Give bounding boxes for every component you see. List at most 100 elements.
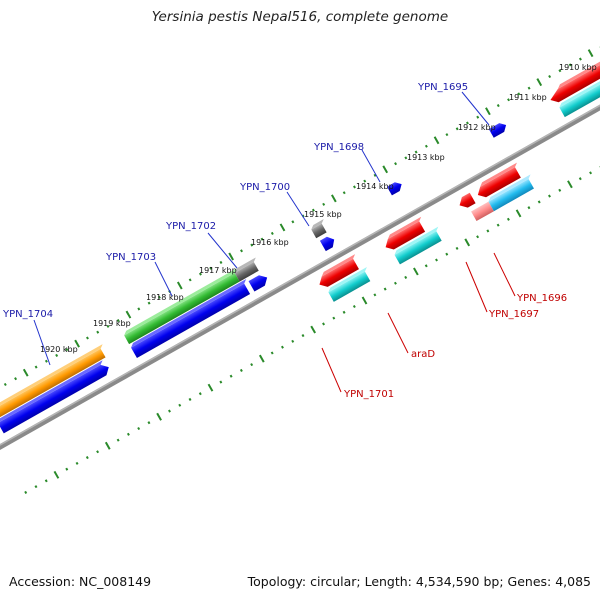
minor-tick [55, 353, 59, 357]
minor-tick [373, 293, 377, 297]
gene-cyan-top-right[interactable] [558, 45, 600, 118]
minor-tick [578, 177, 582, 181]
gene-YPN_1696-cds[interactable] [487, 174, 537, 212]
minor-tick [14, 377, 18, 381]
gene-YPN_1701-cds[interactable] [327, 266, 374, 302]
label-YPN_1702[interactable]: YPN_1702 [165, 221, 216, 232]
major-tick [515, 209, 522, 218]
scale-label: 1912 kbp [458, 123, 496, 132]
minor-tick [537, 200, 541, 204]
minor-tick [270, 231, 274, 235]
scale-label: 1910 kbp [559, 63, 597, 72]
minor-tick [157, 295, 161, 299]
label-YPN_1703[interactable]: YPN_1703 [105, 252, 156, 263]
major-tick [228, 252, 234, 261]
minor-tick [589, 171, 593, 175]
minor-tick [188, 278, 192, 282]
minor-tick [3, 382, 7, 387]
minor-tick [352, 304, 356, 309]
major-tick [125, 310, 132, 319]
gene-YPN_1704[interactable] [0, 344, 109, 420]
major-tick [536, 78, 543, 87]
minor-tick [558, 188, 562, 192]
inner-scale-track [24, 165, 600, 494]
gene-YPN_1701[interactable] [315, 254, 362, 290]
label-YPN_1704[interactable]: YPN_1704 [2, 309, 53, 320]
minor-tick [424, 144, 428, 148]
scale-label: 1913 kbp [407, 153, 445, 162]
label-YPN_1698[interactable]: YPN_1698 [313, 142, 364, 153]
minor-tick [548, 194, 551, 198]
major-tick [433, 136, 440, 145]
gene-YPN_1702[interactable] [233, 257, 262, 282]
gene-YPN_1695[interactable] [488, 121, 509, 138]
minor-tick [168, 409, 171, 413]
minor-tick [332, 316, 336, 320]
scale-label: 1918 kbp [146, 293, 184, 302]
forward-track-right [546, 31, 600, 118]
minor-tick [270, 351, 274, 355]
label-araD[interactable]: araD [411, 349, 435, 360]
scale-label: 1916 kbp [251, 238, 289, 247]
gene-YPN_1696[interactable] [473, 162, 524, 201]
label-YPN_1701[interactable]: YPN_1701 [343, 389, 394, 400]
minor-tick [342, 310, 346, 314]
minor-tick [75, 461, 79, 465]
label-YPN_1696[interactable]: YPN_1696 [516, 293, 567, 304]
minor-tick [527, 206, 531, 210]
minor-tick [496, 223, 500, 227]
minor-tick [106, 324, 110, 328]
red-callout-lines [321, 252, 516, 393]
minor-tick [476, 235, 480, 239]
minor-tick [311, 208, 315, 212]
gene-araD[interactable] [381, 216, 428, 253]
minor-tick [322, 322, 326, 326]
gene-YPN_1703[interactable] [123, 268, 243, 345]
gene-YPN_1703-cds[interactable] [130, 278, 254, 359]
scale-label: 1919 kbp [93, 319, 131, 328]
minor-tick [548, 74, 552, 79]
gene-YPN_1702-cds[interactable] [248, 272, 271, 292]
minor-tick [394, 162, 398, 166]
minor-tick [240, 249, 243, 253]
minor-tick [568, 63, 572, 67]
minor-tick [116, 319, 120, 323]
scale-label: 1911 kbp [509, 93, 547, 102]
minor-tick [445, 252, 449, 256]
label-YPN_1700[interactable]: YPN_1700 [239, 182, 290, 193]
minor-tick [250, 363, 254, 367]
minor-tick [558, 69, 562, 73]
minor-tick [147, 421, 151, 425]
scale-label: 1920 kbp [40, 345, 78, 354]
gene-YPN_1697-cds[interactable] [471, 201, 494, 222]
major-tick [207, 383, 214, 392]
gene-YPN_1697[interactable] [457, 192, 476, 211]
minor-tick [96, 330, 100, 334]
minor-tick [44, 479, 48, 483]
gene-YPN_1700[interactable] [310, 219, 330, 239]
minor-tick [147, 301, 151, 305]
minor-tick [383, 287, 387, 291]
minor-tick [116, 438, 120, 442]
minor-tick [496, 104, 500, 108]
gene-araD-cds[interactable] [393, 226, 445, 265]
minor-tick [34, 365, 38, 369]
scale-label: 1917 kbp [199, 266, 237, 275]
major-tick [22, 368, 29, 377]
label-YPN_1695[interactable]: YPN_1695 [417, 82, 468, 93]
minor-tick [455, 246, 459, 250]
gene-YPN_1704-cds[interactable] [0, 359, 112, 434]
major-tick [156, 412, 162, 421]
label-YPN_1697[interactable]: YPN_1697 [488, 309, 539, 320]
gene-red-top-right[interactable] [546, 31, 600, 105]
minor-tick [65, 467, 69, 471]
minor-tick [85, 456, 89, 460]
gene-YPN_1698[interactable] [386, 180, 404, 196]
gene-YPN_1700-cds[interactable] [319, 234, 337, 252]
forward-track [0, 121, 509, 434]
minor-tick [342, 191, 346, 195]
minor-tick [424, 264, 428, 268]
major-tick [361, 296, 368, 305]
major-tick [382, 165, 389, 174]
minor-tick [393, 281, 397, 285]
